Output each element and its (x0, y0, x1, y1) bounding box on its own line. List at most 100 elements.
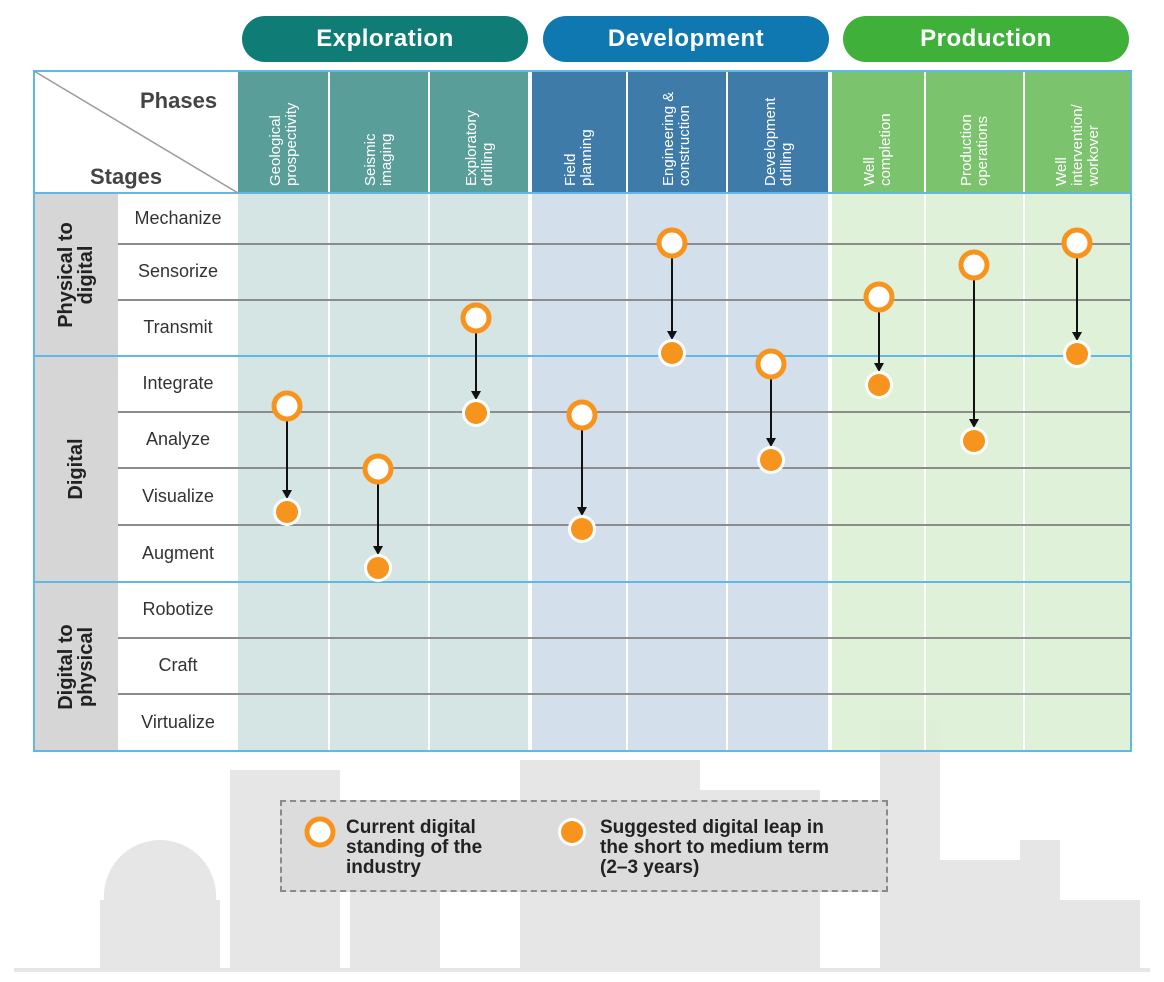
phase-group-development: Development (543, 16, 829, 62)
phase-header-cell (429, 71, 530, 193)
stage-group-label: Physical to digital (55, 221, 97, 328)
current-standing-marker (656, 227, 688, 259)
phase-label-line: Exploratory (462, 110, 480, 186)
phase-label-line: completion (876, 113, 894, 186)
phase-column-body (238, 193, 329, 751)
leap-arrow-head (1072, 332, 1082, 341)
legend-current-text: Current digital standing of the industry (346, 818, 482, 878)
suggested-leap-marker (1066, 343, 1088, 365)
suggested-leap-marker (760, 449, 782, 471)
phase-column-body (429, 193, 530, 751)
phase-label-line: Production (957, 114, 975, 186)
phase-header-cell (925, 71, 1024, 193)
phase-label-line: imaging (378, 133, 395, 186)
phase-label-line: Geological (266, 115, 284, 186)
stage-group-column (34, 193, 118, 751)
current-standing-marker (958, 249, 990, 281)
phase-header-cell (238, 71, 329, 193)
legend-suggested-line: (2–3 years) (600, 857, 700, 878)
phase-label-line: Development (761, 97, 779, 186)
phase-label-line: workover (1084, 125, 1102, 186)
phases-corner-label: Phases (140, 88, 218, 113)
stage-group-label: Digital (65, 438, 87, 500)
leap-arrow-head (282, 490, 292, 499)
suggested-leap-marker-icon (558, 818, 586, 846)
phase-label-line: prospectivity (282, 102, 300, 186)
legend-current-line: industry (346, 857, 421, 878)
legend-current-line: standing of the (346, 837, 483, 858)
stage-label: Craft (158, 655, 198, 675)
phase-label-line: drilling (478, 142, 496, 186)
phase-label: Exploratory drilling (462, 110, 496, 186)
stage-group-label-line: digital (75, 245, 97, 304)
current-standing-marker (1061, 227, 1093, 259)
leap-arrow-head (577, 507, 587, 516)
phase-label: Engineering & construction (660, 91, 693, 186)
legend-suggested-line: the short to medium term (600, 837, 830, 858)
current-standing-marker-icon (304, 816, 336, 848)
phase-header-cell (1024, 71, 1131, 193)
leap-arrow-head (766, 438, 776, 447)
phase-label-line: Engineering & (660, 91, 677, 186)
matrix-border (33, 70, 1132, 752)
phase-header-cell (627, 71, 727, 193)
phase-label-line: Field (561, 153, 579, 186)
phase-label: Seismic imaging (362, 133, 395, 186)
phase-header-cell (830, 71, 925, 193)
phase-label-line: Well (1052, 157, 1070, 186)
current-standing-marker (755, 348, 787, 380)
phase-label-line: Seismic (362, 133, 379, 186)
stage-group-label-line: Digital (65, 438, 87, 500)
stages-corner-label: Stages (90, 164, 163, 189)
current-standing-marker (460, 302, 492, 334)
suggested-leap-marker (868, 374, 890, 396)
suggested-leap-marker (367, 557, 389, 579)
suggested-leap-marker (963, 430, 985, 452)
phase-label-line: planning (577, 129, 595, 186)
legend-suggested-line: Suggested digital leap in (600, 817, 824, 838)
stage-group-label: Digital to physical (55, 624, 97, 710)
phase-label: Well completion (860, 113, 894, 186)
phase-group-production: Production (843, 16, 1129, 62)
phase-column-body (727, 193, 830, 751)
phase-header-cell (329, 71, 429, 193)
phase-label-line: intervention/ (1068, 104, 1086, 186)
leap-arrow-head (969, 419, 979, 428)
leap-arrow-head (874, 363, 884, 372)
suggested-leap-marker (276, 501, 298, 523)
phase-label: Geological prospectivity (266, 102, 300, 186)
stage-label: Augment (141, 542, 215, 563)
stage-label: Sensorize (137, 261, 219, 281)
leap-arrow-head (373, 546, 383, 555)
phase-label-line: operations (973, 115, 991, 186)
phase-column-body (530, 193, 627, 751)
stage-label: Analyze (145, 429, 211, 449)
current-standing-marker (271, 390, 303, 422)
phase-label: Field planning (561, 129, 595, 186)
stage-label: Mechanize (134, 207, 222, 228)
stage-label: Robotize (142, 599, 214, 619)
phase-label-line: construction (676, 105, 693, 186)
phase-column-body (627, 193, 727, 751)
suggested-leap-marker (465, 402, 487, 424)
stage-group-label-line: Physical to (55, 221, 77, 328)
suggested-leap-marker (661, 342, 683, 364)
phase-column-body (830, 193, 925, 751)
stage-label: Visualize (142, 485, 214, 506)
phase-header-cell (530, 71, 627, 193)
stage-label: Transmit (143, 317, 213, 337)
stage-group-label-line: physical (75, 626, 97, 707)
phase-label-line: drilling (777, 142, 795, 186)
suggested-leap-marker (571, 518, 593, 540)
phase-header-cell (727, 71, 830, 193)
phase-label: Production operations (957, 114, 991, 186)
legend-suggested-text: Suggested digital leap in the short to m… (600, 818, 829, 878)
phase-group-exploration: Exploration (242, 16, 528, 62)
legend: Current digital standing of the industry… (280, 800, 888, 892)
leap-arrow-head (471, 391, 481, 400)
stage-label: Integrate (142, 373, 214, 393)
phase-label-line: Well (860, 157, 878, 186)
legend-current-line: Current digital (346, 817, 476, 838)
leap-arrow-head (667, 331, 677, 340)
